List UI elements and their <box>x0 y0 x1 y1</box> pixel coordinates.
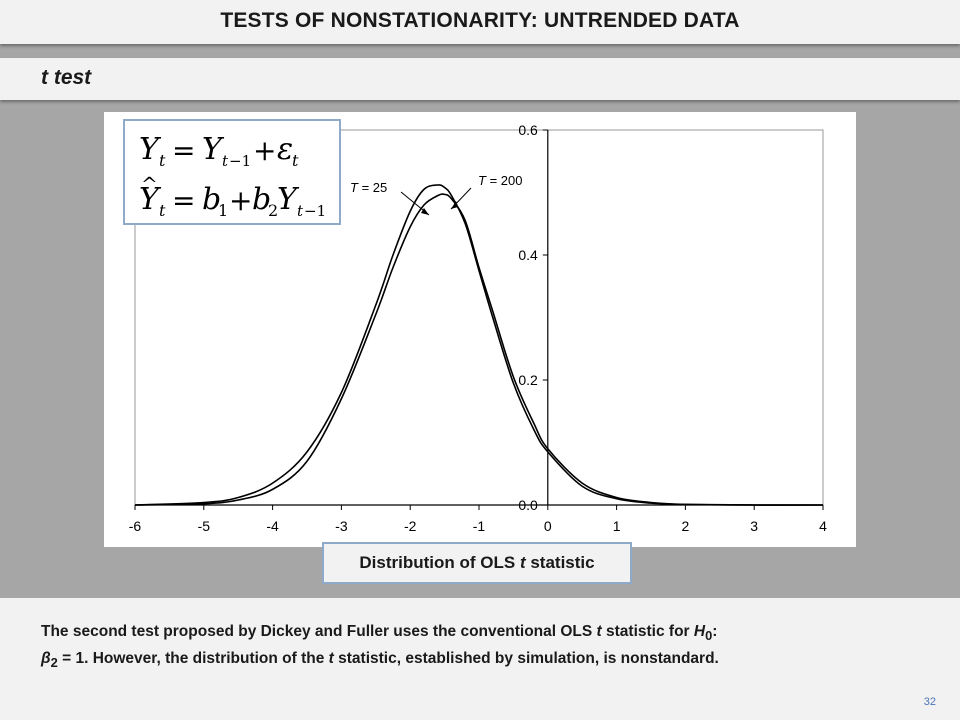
svg-text:+: + <box>229 184 252 217</box>
series-line-t200 <box>134 193 824 506</box>
para-text-11: statistic, established by simulation, is… <box>333 650 719 668</box>
distribution-chart: -6 -5 -4 -3 -2 -1 0 1 2 3 4 0.0 0.2 0.4 0.6 T = 25 T = 2… <box>129 122 827 534</box>
x-tick-label: -5 <box>198 518 211 534</box>
para-text-8: 2 <box>50 655 58 671</box>
svg-text:Y: Y <box>202 132 225 167</box>
svg-text:Y: Y <box>277 182 300 217</box>
para-text-3: statistic for <box>601 623 694 640</box>
slide-title: TESTS OF NONSTATIONARITY: UNTRENDED DATA <box>220 9 740 32</box>
subtitle-bar: t test <box>0 58 960 100</box>
svg-text:^: ^ <box>141 172 158 196</box>
x-tick-label: 0 <box>544 518 552 534</box>
body-paragraph: The second test proposed by Dickey and F… <box>41 620 931 674</box>
svg-text:b: b <box>252 182 271 217</box>
title-bar: TESTS OF NONSTATIONARITY: UNTRENDED DATA <box>0 0 960 44</box>
x-tick-label: -1 <box>473 518 486 534</box>
para-text-1: The second test proposed by Dickey and F… <box>41 623 597 640</box>
y-tick-label: 0.0 <box>518 497 538 513</box>
para-text-4: H <box>693 623 706 640</box>
svg-text:2: 2 <box>268 201 278 220</box>
svg-text:=: = <box>172 134 195 167</box>
series-annotation-label: T = 200 <box>478 173 522 188</box>
caption-prefix: Distribution of OLS <box>359 553 520 572</box>
equation-graphic: Y t = Y t −1 + ε t ^ Y t = b 1 + b 2 Y t… <box>139 132 326 220</box>
text-panel: The second test proposed by Dickey and F… <box>0 598 960 720</box>
series-line-t25 <box>134 184 824 506</box>
x-tick-label: 3 <box>750 518 758 534</box>
svg-text:=: = <box>172 184 195 217</box>
svg-text:t: t <box>222 152 229 170</box>
svg-text:+: + <box>253 134 276 167</box>
x-tick-label: -2 <box>404 518 417 534</box>
svg-text:−1: −1 <box>304 202 326 220</box>
page-number: 32 <box>923 696 936 708</box>
x-tick-label: 2 <box>682 518 690 534</box>
caption-italic: t <box>519 553 526 572</box>
svg-text:t: t <box>297 202 304 220</box>
y-tick-label: 0.4 <box>518 247 538 263</box>
caption-suffix: statistic <box>525 553 595 572</box>
annotation-arrowhead <box>451 201 458 209</box>
para-text-10: t <box>328 650 334 668</box>
equation-box: Y t = Y t −1 + ε t ^ Y t = b 1 + b 2 Y t… <box>123 119 341 225</box>
svg-text:−1: −1 <box>229 152 251 170</box>
x-tick-label: -4 <box>266 518 279 534</box>
x-tick-label: 4 <box>819 518 827 534</box>
svg-text:t: t <box>159 201 166 220</box>
svg-text:ε: ε <box>277 132 293 167</box>
annotation-arrowhead <box>421 208 429 215</box>
x-tick-label: -6 <box>129 518 142 534</box>
slide-subtitle: t test <box>41 66 92 89</box>
svg-text:b: b <box>202 182 221 217</box>
svg-text:Y: Y <box>139 182 162 217</box>
para-text-5: 0 <box>705 628 713 644</box>
chart-caption: Distribution of OLS t statistic <box>322 542 632 584</box>
x-tick-label: -3 <box>335 518 348 534</box>
svg-text:t: t <box>159 151 166 170</box>
para-text-7: β <box>41 650 51 668</box>
para-text-9: = 1. However, the distribution of the <box>57 650 329 668</box>
y-tick-label: 0.6 <box>518 122 538 138</box>
para-text-6: : <box>712 623 718 640</box>
y-tick-label: 0.2 <box>518 372 538 388</box>
x-tick-label: 1 <box>613 518 621 534</box>
para-text-2: t <box>596 623 602 640</box>
svg-text:t: t <box>292 151 299 170</box>
series-annotation-label: T = 25 <box>350 180 387 195</box>
svg-text:Y: Y <box>139 132 162 167</box>
svg-text:1: 1 <box>218 201 228 220</box>
